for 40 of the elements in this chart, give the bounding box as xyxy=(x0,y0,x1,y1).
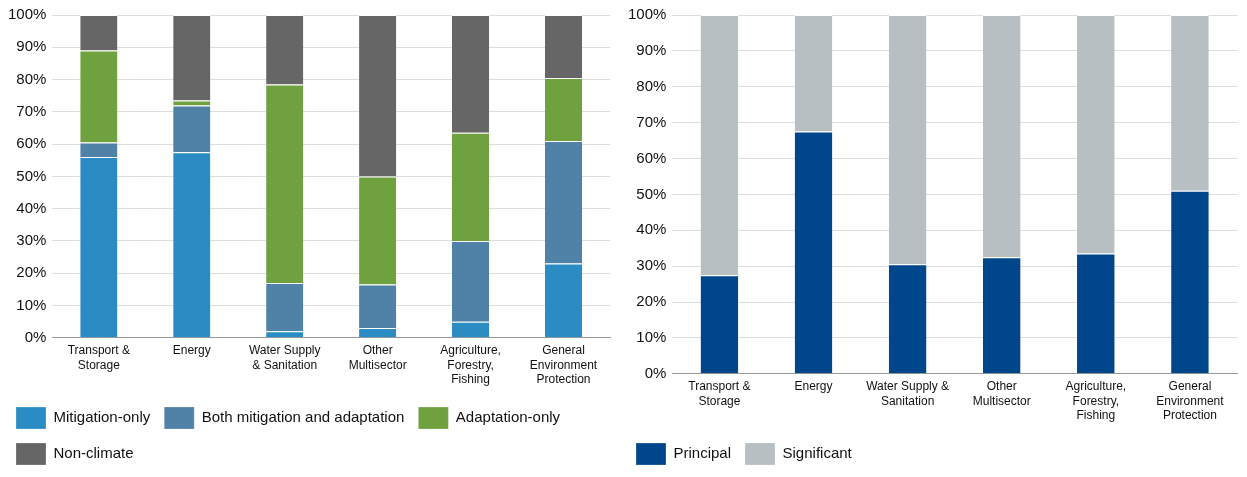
legend-label: Principal xyxy=(673,444,732,462)
x-tick-label: Other Multisector xyxy=(972,379,1031,408)
x-tick-label: Transport & Storage xyxy=(67,343,130,372)
y-tick-label: 40% xyxy=(636,220,667,238)
legend-label: Adaptation-only xyxy=(455,408,561,426)
y-tick-label: 40% xyxy=(16,198,47,216)
x-tick-label: Agriculture, Forestry, Fishing xyxy=(1065,379,1127,423)
x-tick-label: Agriculture, Forestry, Fishing xyxy=(440,343,501,387)
y-tick-label: 10% xyxy=(636,328,667,346)
legend-label: Significant xyxy=(782,444,853,462)
y-tick-label: 0% xyxy=(24,327,47,345)
y-tick-label: 100% xyxy=(7,5,47,23)
x-tick-label: General Environment Protection xyxy=(1156,379,1225,423)
x-tick-label: Energy xyxy=(172,343,211,358)
y-tick-label: 30% xyxy=(16,231,47,249)
x-tick-label: Water Supply & Sanitation xyxy=(248,343,321,372)
y-tick-label: 60% xyxy=(16,134,47,152)
y-tick-label: 100% xyxy=(627,5,667,23)
x-tick-label: Water Supply & Sanitation xyxy=(866,379,950,408)
y-tick-label: 50% xyxy=(636,184,667,202)
legend-label: Mitigation-only xyxy=(53,408,151,426)
y-tick-label: 90% xyxy=(636,41,667,59)
x-tick-label: Transport & Storage xyxy=(688,379,751,408)
x-tick-label: Energy xyxy=(794,379,833,394)
legend-label: Non-climate xyxy=(53,444,134,462)
y-tick-label: 10% xyxy=(16,295,47,313)
y-tick-label: 80% xyxy=(636,76,667,94)
y-tick-label: 0% xyxy=(644,363,667,381)
x-tick-label: General Environment Protection xyxy=(529,343,598,387)
y-tick-label: 70% xyxy=(16,101,47,119)
y-tick-label: 90% xyxy=(16,37,47,55)
y-tick-label: 70% xyxy=(636,112,667,130)
y-tick-label: 20% xyxy=(636,292,667,310)
legend-label: Both mitigation and adaptation xyxy=(201,408,405,426)
y-tick-label: 50% xyxy=(16,166,47,184)
x-tick-label: Other Multisector xyxy=(348,343,407,372)
y-tick-label: 60% xyxy=(636,148,667,166)
y-tick-label: 80% xyxy=(16,69,47,87)
y-tick-label: 30% xyxy=(636,256,667,274)
y-tick-label: 20% xyxy=(16,263,47,281)
